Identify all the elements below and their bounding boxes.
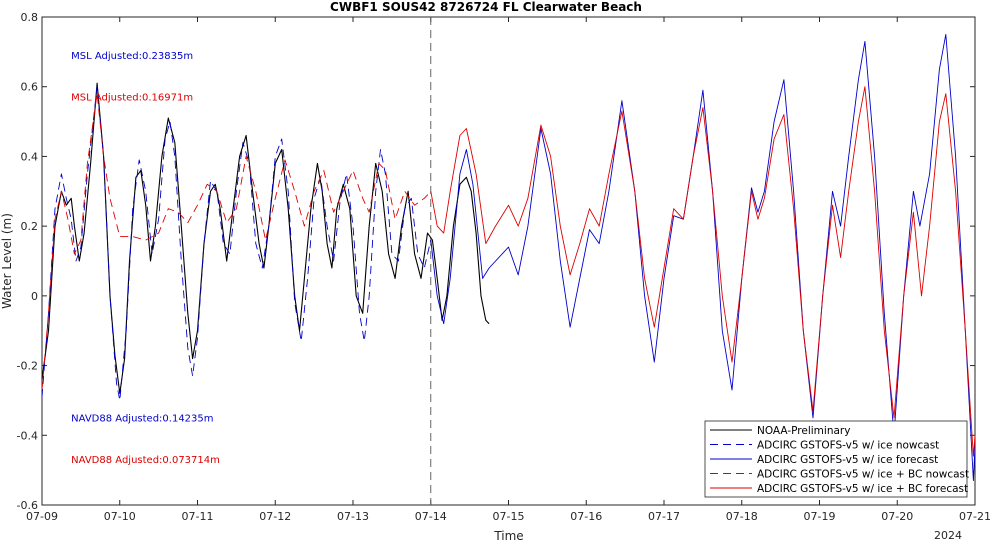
y-tick-label: 0.6 — [21, 81, 39, 94]
x-tick-label: 07-17 — [648, 510, 680, 523]
offset-annotation-3: NAVD88 Adjusted:0.073714m — [71, 455, 220, 466]
offset-annotation-1: MSL Adjusted:0.16971m — [71, 93, 193, 104]
x-tick-label: 07-14 — [415, 510, 447, 523]
x-axis-label: Time — [493, 529, 523, 541]
x-tick-label: 07-18 — [726, 510, 758, 523]
y-tick-label: 0 — [31, 290, 38, 303]
x-tick-label: 07-10 — [104, 510, 136, 523]
chart-title: CWBF1 SOUS42 8726724 FL Clearwater Beach — [330, 0, 642, 14]
series-line-3 — [41, 93, 432, 391]
legend-label-2: ADCIRC GSTOFS-v5 w/ ice forecast — [757, 454, 938, 466]
x-tick-label: 07-09 — [26, 510, 58, 523]
x-axis: 07-09 07-10 07-11 07-12 07-13 07-14 07-15 07-16… — [26, 17, 991, 523]
series-line-1 — [41, 86, 432, 401]
x-tick-label: 07-15 — [493, 510, 525, 523]
offset-annotation-0: MSL Adjusted:0.23835m — [71, 51, 193, 62]
x-tick-label: 07-16 — [570, 510, 602, 523]
series-line-4 — [430, 86, 976, 457]
y-tick-label: -0.2 — [17, 360, 38, 373]
x-tick-label: 07-20 — [881, 510, 913, 523]
legend-label-0: NOAA-Preliminary — [757, 425, 850, 437]
series-line-2 — [430, 33, 976, 482]
x-tick-label: 07-21 — [959, 510, 991, 523]
y-tick-label: -0.4 — [17, 429, 38, 442]
y-tick-label: 0.4 — [21, 150, 39, 163]
annotations: MSL Adjusted:0.23835m MSL Adjusted:0.1697… — [71, 51, 220, 466]
x-tick-label: 07-19 — [804, 510, 836, 523]
series-line-0 — [41, 82, 490, 395]
series-layer — [41, 33, 976, 482]
year-label: 2024 — [934, 529, 962, 541]
y-tick-label: 0.8 — [21, 11, 39, 24]
legend-label-4: ADCIRC GSTOFS-v5 w/ ice + BC forecast — [757, 483, 968, 495]
legend: NOAA-Preliminary ADCIRC GSTOFS-v5 w/ ice … — [704, 420, 969, 498]
offset-annotation-2: NAVD88 Adjusted:0.14235m — [71, 413, 213, 424]
y-tick-label: -0.6 — [17, 499, 38, 512]
x-tick-label: 07-12 — [259, 510, 291, 523]
legend-label-3: ADCIRC GSTOFS-v5 w/ ice + BC nowcast — [757, 469, 969, 481]
y-tick-label: 0.2 — [21, 220, 39, 233]
legend-label-1: ADCIRC GSTOFS-v5 w/ ice nowcast — [757, 440, 939, 452]
y-axis: -0.6 -0.4 -0.2 0 0.2 0.4 0.6 0.8 — [17, 11, 975, 512]
x-tick-label: 07-13 — [337, 510, 369, 523]
y-axis-label: Water Level (m) — [0, 213, 14, 309]
x-tick-label: 07-11 — [182, 510, 214, 523]
